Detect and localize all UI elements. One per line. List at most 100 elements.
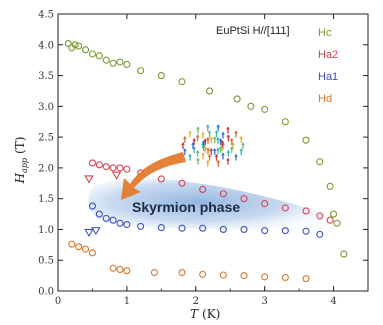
- data-point: [302, 227, 310, 235]
- spin-arrowhead: [239, 135, 243, 139]
- x-tick-label: 0: [55, 296, 61, 307]
- data-point: [102, 56, 110, 64]
- data-point: [64, 39, 72, 48]
- spin-arrowhead: [201, 131, 205, 135]
- spin-arrowhead: [195, 134, 200, 138]
- spin-arrowhead: [183, 148, 187, 152]
- spin-arrowhead: [214, 153, 219, 157]
- data-point: [123, 60, 131, 69]
- data-point: [84, 175, 94, 184]
- spin-arrowhead: [241, 142, 245, 145]
- spin-arrowhead: [205, 159, 210, 163]
- spin-arrowhead: [221, 152, 225, 156]
- data-point: [75, 42, 83, 50]
- data-point: [281, 227, 289, 235]
- data-point: [316, 212, 324, 220]
- legend: Hc Ha2 Ha1 Hd: [318, 27, 338, 105]
- y-axis-subscript: app: [20, 158, 29, 173]
- data-point: [88, 50, 96, 58]
- spin-arrowhead: [207, 130, 212, 134]
- spin-arrowhead: [226, 149, 231, 153]
- data-point: [102, 214, 110, 222]
- phase-label: Skyrmion phase: [132, 199, 240, 215]
- svg-text:Happ(T): Happ (T): [13, 137, 29, 185]
- skyrmion-spin-icon: [181, 124, 245, 167]
- orange-arrow-icon: [121, 152, 186, 200]
- data-point: [316, 158, 324, 166]
- spin-arrowhead: [218, 145, 223, 149]
- data-point: [302, 275, 310, 283]
- data-point: [116, 219, 124, 227]
- spin-arrowhead: [195, 149, 200, 153]
- data-point: [71, 41, 79, 49]
- data-point: [302, 136, 310, 144]
- data-point: [240, 272, 248, 280]
- spin-arrowhead: [216, 159, 221, 163]
- spin-arrowhead: [206, 136, 210, 140]
- data-point: [157, 224, 165, 232]
- spin-arrowhead: [229, 137, 234, 141]
- spin-arrowhead: [188, 130, 192, 134]
- y-tick-label: 3.5: [38, 71, 54, 82]
- data-point: [178, 78, 186, 86]
- data-point: [95, 52, 103, 60]
- series-hc: [64, 39, 348, 258]
- axes-box: [57, 13, 369, 292]
- data-point: [261, 200, 269, 208]
- spin-arrowhead: [226, 126, 230, 130]
- data-point: [302, 207, 310, 215]
- spin-arrowhead: [214, 130, 219, 134]
- y-tick-label: 4.0: [38, 40, 54, 51]
- spin-arrowhead: [212, 147, 217, 151]
- data-point: [82, 46, 90, 54]
- y-axis-label: Happ (T): [13, 137, 29, 185]
- data-point: [102, 163, 110, 171]
- spin-arrowhead: [212, 136, 217, 140]
- data-point: [88, 202, 96, 210]
- legend-entry: Ha1: [318, 71, 338, 83]
- data-point: [88, 159, 96, 167]
- spin-arrowhead: [226, 157, 230, 161]
- data-point: [109, 216, 117, 224]
- data-point: [240, 225, 248, 233]
- x-axis-symbol: T: [190, 307, 199, 321]
- data-point: [95, 161, 103, 169]
- spin-arrowhead: [206, 147, 210, 151]
- data-point: [137, 67, 145, 75]
- data-point: [178, 268, 186, 277]
- y-tick-label: 1.5: [38, 194, 54, 205]
- spin-arrowhead: [203, 145, 208, 149]
- spin-arrowhead: [196, 157, 200, 161]
- x-axis-unit: (K): [202, 307, 220, 321]
- spin-arrowhead: [221, 131, 225, 135]
- spin-arrowhead: [183, 135, 187, 139]
- data-point: [109, 164, 117, 172]
- y-tick-label: 0.0: [38, 287, 54, 298]
- spin-arrowhead: [234, 153, 238, 157]
- x-tick-label: 3: [261, 296, 267, 307]
- data-point: [219, 271, 227, 279]
- skyrmion-phase-region: [88, 178, 331, 231]
- data-point: [281, 118, 289, 126]
- data-point: [109, 59, 117, 67]
- y-tick-label: 1.0: [38, 225, 54, 236]
- data-point: [261, 273, 269, 281]
- spin-arrowhead: [234, 130, 238, 134]
- data-point: [109, 264, 117, 272]
- spin-arrowhead: [192, 137, 197, 141]
- spin-arrowhead: [209, 136, 214, 140]
- data-point: [206, 87, 214, 95]
- data-point: [233, 95, 241, 103]
- legend-entry: Hd: [318, 93, 332, 105]
- spin-arrowhead: [220, 139, 225, 143]
- series-ha1-triangle-: [84, 227, 101, 238]
- data-point: [261, 105, 269, 113]
- data-point: [116, 164, 124, 172]
- spin-arrowhead: [196, 126, 200, 130]
- spin-arrowhead: [181, 142, 185, 145]
- legend-entry: Hc: [318, 27, 332, 39]
- spin-arrowhead: [218, 138, 223, 142]
- data-point: [281, 204, 289, 212]
- data-point: [68, 240, 76, 248]
